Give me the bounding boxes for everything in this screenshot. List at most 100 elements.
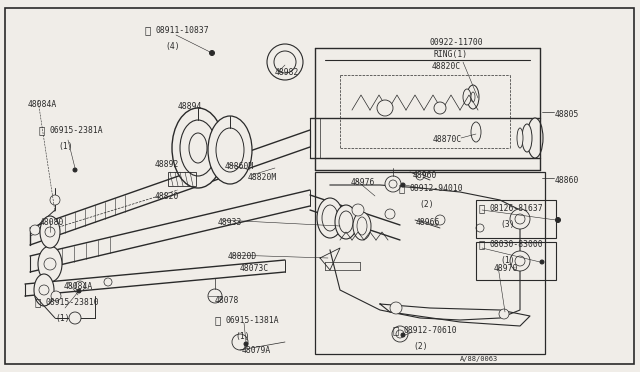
Ellipse shape: [189, 133, 207, 163]
Ellipse shape: [339, 211, 353, 233]
Circle shape: [104, 278, 112, 286]
Ellipse shape: [208, 116, 252, 184]
Text: 48860: 48860: [555, 176, 579, 185]
Text: 08126-81637: 08126-81637: [490, 204, 543, 213]
Ellipse shape: [471, 92, 475, 102]
Circle shape: [385, 209, 395, 219]
Circle shape: [209, 51, 214, 55]
Text: 48966: 48966: [416, 218, 440, 227]
Circle shape: [44, 258, 56, 270]
Circle shape: [30, 225, 40, 235]
Text: A/88/0063: A/88/0063: [460, 356, 499, 362]
Text: 48820C: 48820C: [432, 62, 461, 71]
Text: 48073C: 48073C: [240, 264, 269, 273]
Circle shape: [390, 302, 402, 314]
Text: 08912-70610: 08912-70610: [404, 326, 458, 335]
Text: 48892: 48892: [155, 160, 179, 169]
Text: Ⓦ: Ⓦ: [39, 125, 45, 135]
Text: 48820: 48820: [155, 192, 179, 201]
Circle shape: [232, 334, 248, 350]
Circle shape: [556, 218, 561, 222]
Circle shape: [435, 215, 445, 225]
Text: (3): (3): [500, 220, 515, 229]
Text: 06915-2381A: 06915-2381A: [50, 126, 104, 135]
Ellipse shape: [353, 212, 371, 240]
Text: 00922-11700: 00922-11700: [430, 38, 484, 47]
Text: (4): (4): [165, 42, 180, 51]
Bar: [168, 172, 196, 186]
Ellipse shape: [527, 118, 543, 158]
Ellipse shape: [335, 205, 357, 239]
Ellipse shape: [463, 89, 471, 105]
Circle shape: [515, 214, 525, 224]
Text: 48860M: 48860M: [225, 162, 254, 171]
Text: 48078: 48078: [215, 296, 239, 305]
Ellipse shape: [317, 198, 343, 238]
Circle shape: [69, 312, 81, 324]
Ellipse shape: [216, 128, 244, 172]
Text: 48960: 48960: [413, 171, 437, 180]
Text: 08915-23810: 08915-23810: [46, 298, 100, 307]
Circle shape: [434, 102, 446, 114]
Text: 48982: 48982: [275, 68, 300, 77]
Circle shape: [510, 251, 530, 271]
Ellipse shape: [172, 108, 224, 188]
Text: Ⓝ: Ⓝ: [399, 183, 405, 193]
Ellipse shape: [180, 120, 216, 176]
Bar: [476, 242, 556, 280]
Circle shape: [377, 100, 393, 116]
Text: 48870C: 48870C: [433, 135, 462, 144]
Text: RING(1): RING(1): [434, 50, 468, 59]
Circle shape: [274, 51, 296, 73]
Circle shape: [385, 176, 401, 192]
Text: Ⓑ: Ⓑ: [479, 203, 485, 213]
Text: 48820D: 48820D: [228, 252, 257, 261]
Circle shape: [392, 326, 408, 342]
Text: Ⓝ: Ⓝ: [145, 25, 151, 35]
Circle shape: [208, 289, 222, 303]
Text: (1): (1): [235, 332, 250, 341]
Text: 48976: 48976: [351, 178, 376, 187]
Text: 48894: 48894: [178, 102, 202, 111]
Text: Ⓝ: Ⓝ: [393, 325, 399, 335]
Text: 08912-94010: 08912-94010: [410, 184, 463, 193]
Text: 48084A: 48084A: [64, 282, 93, 291]
Text: Ⓑ: Ⓑ: [479, 239, 485, 249]
Text: (1): (1): [500, 256, 515, 265]
Ellipse shape: [517, 128, 523, 148]
Text: (2): (2): [413, 342, 428, 351]
Circle shape: [73, 168, 77, 172]
Circle shape: [244, 342, 248, 346]
Text: 08030-83000: 08030-83000: [490, 240, 543, 249]
Circle shape: [77, 289, 81, 293]
Circle shape: [416, 172, 424, 180]
Circle shape: [45, 227, 55, 237]
Text: 48820M: 48820M: [248, 173, 277, 182]
Polygon shape: [320, 248, 340, 270]
Ellipse shape: [471, 122, 481, 142]
Ellipse shape: [467, 85, 479, 109]
Circle shape: [396, 330, 404, 338]
Ellipse shape: [322, 205, 338, 231]
Circle shape: [401, 183, 405, 187]
Text: (1): (1): [58, 142, 72, 151]
Circle shape: [515, 256, 525, 266]
Text: (2): (2): [419, 200, 434, 209]
Circle shape: [389, 180, 397, 188]
Text: (1): (1): [55, 314, 70, 323]
Ellipse shape: [40, 216, 60, 248]
Text: 48933: 48933: [218, 218, 243, 227]
Ellipse shape: [38, 246, 62, 282]
Text: 08911-10837: 08911-10837: [156, 26, 210, 35]
Circle shape: [39, 285, 49, 295]
Circle shape: [401, 333, 405, 337]
Circle shape: [75, 281, 85, 291]
Text: Ⓦ: Ⓦ: [35, 297, 41, 307]
Text: 48079A: 48079A: [242, 346, 271, 355]
Circle shape: [510, 209, 530, 229]
Ellipse shape: [357, 217, 367, 235]
Circle shape: [352, 204, 364, 216]
Circle shape: [50, 195, 60, 205]
Circle shape: [476, 224, 484, 232]
Text: 48970: 48970: [494, 264, 518, 273]
